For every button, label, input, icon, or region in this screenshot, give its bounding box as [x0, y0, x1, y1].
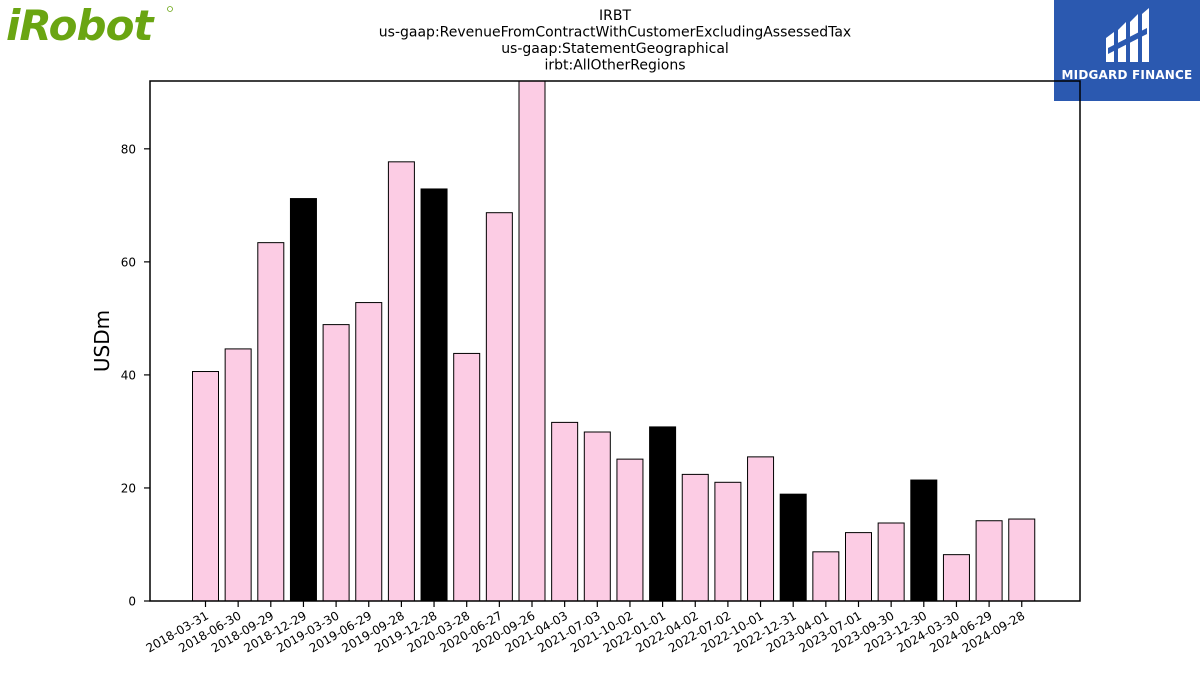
irobot-logo-graphic: iRobot — [6, 1, 173, 50]
midgard-finance-text: MIDGARD FINANCE — [1061, 68, 1193, 82]
y-axis-label: USDm — [90, 310, 114, 372]
bar-2018-12-29 — [289, 198, 317, 602]
bar-2024-09-28 — [1008, 518, 1036, 602]
x-axis-ticks: 2018-03-312018-06-302018-09-292018-12-29… — [144, 601, 1027, 655]
bar-2021-04-03 — [551, 421, 579, 602]
plot-frame — [149, 80, 1081, 602]
chart-title-line-4: irbt:AllOtherRegions — [544, 58, 685, 74]
bar-2022-12-31 — [779, 493, 807, 602]
bar-2024-06-29 — [975, 520, 1003, 602]
bar-2020-06-27 — [485, 212, 513, 602]
chart-title-line-2: us-gaap:RevenueFromContractWithCustomerE… — [379, 25, 851, 41]
y-tick-label-40: 40 — [121, 368, 136, 382]
bar-2024-03-30 — [942, 554, 970, 602]
bar-2019-09-28 — [387, 161, 415, 602]
y-tick-label-20: 20 — [121, 481, 136, 495]
midgard-emblem-icon — [1106, 8, 1149, 62]
chart-title: IRBTus-gaap:RevenueFromContractWithCusto… — [379, 8, 851, 74]
chart-title-line-3: us-gaap:StatementGeographical — [501, 41, 729, 57]
bar-2018-03-31 — [192, 371, 219, 602]
bar-2022-10-01 — [747, 456, 775, 602]
irobot-logo-text: iRobot — [6, 2, 155, 46]
y-tick-label-80: 80 — [121, 142, 136, 156]
bar-2019-03-30 — [322, 324, 350, 602]
registered-mark-icon — [167, 6, 173, 12]
bar-2018-06-30 — [224, 348, 252, 602]
bar-2022-01-01 — [649, 426, 677, 602]
bar-2020-09-26 — [518, 80, 546, 602]
y-axis-ticks: 0 20 40 60 80 — [121, 142, 150, 609]
y-tick-label-0: 0 — [128, 595, 136, 609]
bar-series — [192, 80, 1036, 602]
bar-2022-07-02 — [714, 481, 742, 602]
bar-2020-03-28 — [453, 352, 481, 602]
bar-2023-04-01 — [812, 551, 840, 602]
bar-2019-06-29 — [355, 302, 383, 602]
bar-2021-07-03 — [583, 431, 611, 602]
chart-title-line-1: IRBT — [599, 8, 631, 24]
bar-2019-12-28 — [420, 188, 448, 602]
bar-2023-09-30 — [877, 522, 905, 602]
bar-2023-07-01 — [845, 532, 872, 602]
bar-2022-04-02 — [681, 473, 709, 602]
bar-2018-09-29 — [257, 242, 285, 602]
bar-2021-10-02 — [616, 458, 644, 602]
chart-axes — [149, 80, 1081, 602]
irobot-logo: iRobot — [4, 1, 174, 50]
midgard-finance-logo: MIDGARD FINANCE — [1054, 0, 1200, 101]
y-tick-label-60: 60 — [121, 255, 136, 269]
bar-2023-12-30 — [910, 479, 938, 602]
